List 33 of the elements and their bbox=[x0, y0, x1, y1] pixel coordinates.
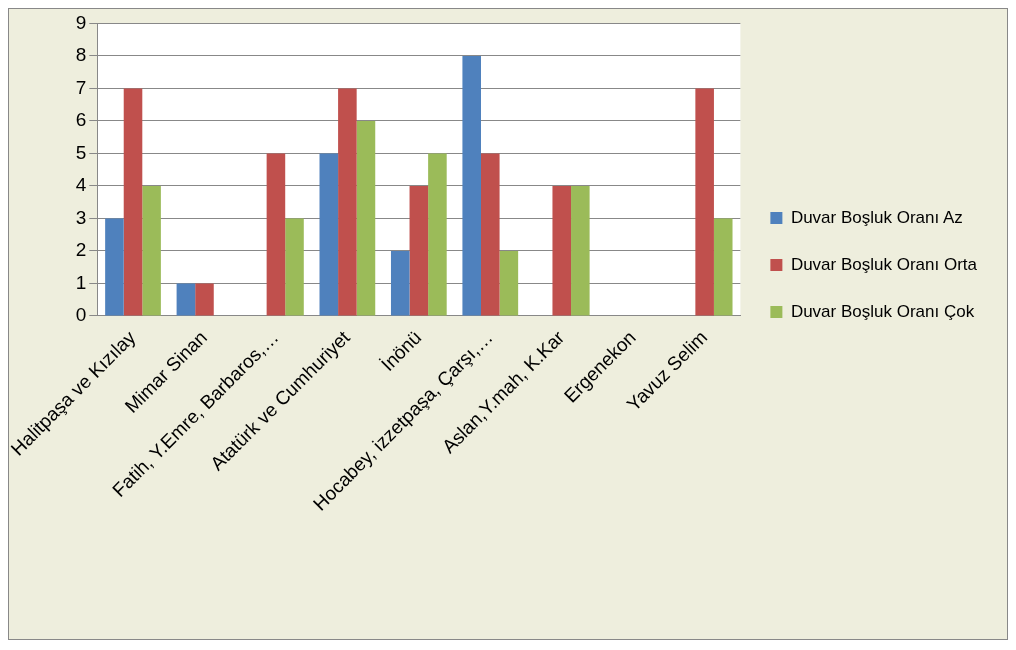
bar bbox=[428, 153, 447, 316]
bar bbox=[390, 250, 410, 316]
bar bbox=[552, 185, 572, 316]
y-tick-label: 6 bbox=[75, 109, 87, 131]
bar bbox=[462, 55, 481, 316]
bar bbox=[195, 283, 214, 316]
bar bbox=[105, 218, 124, 316]
y-tick-label: 2 bbox=[75, 239, 87, 261]
bar bbox=[142, 185, 161, 316]
y-tick-label: 8 bbox=[75, 44, 87, 66]
bar bbox=[713, 218, 733, 316]
y-tick-label: 9 bbox=[75, 11, 87, 33]
bar bbox=[356, 120, 376, 316]
legend-label: Duvar Boşluk Oranı Çok bbox=[790, 301, 975, 321]
legend-label: Duvar Boşluk Oranı Orta bbox=[790, 254, 978, 274]
bar bbox=[266, 153, 286, 316]
y-tick-label: 1 bbox=[75, 271, 87, 293]
bar bbox=[409, 185, 429, 316]
bar bbox=[123, 88, 143, 316]
y-tick-label: 3 bbox=[75, 206, 87, 228]
y-tick-label: 0 bbox=[75, 304, 87, 326]
bar bbox=[319, 153, 339, 316]
bar bbox=[571, 185, 590, 316]
y-tick-label: 4 bbox=[75, 174, 87, 196]
y-tick-label: 7 bbox=[75, 76, 87, 98]
bar bbox=[338, 88, 357, 316]
bar bbox=[499, 250, 519, 316]
y-tick-label: 5 bbox=[75, 141, 87, 163]
bar bbox=[481, 153, 500, 316]
legend-label: Duvar Boşluk Oranı Az bbox=[790, 207, 963, 227]
bar bbox=[285, 218, 304, 316]
bar bbox=[695, 88, 714, 316]
bar bbox=[176, 283, 196, 316]
